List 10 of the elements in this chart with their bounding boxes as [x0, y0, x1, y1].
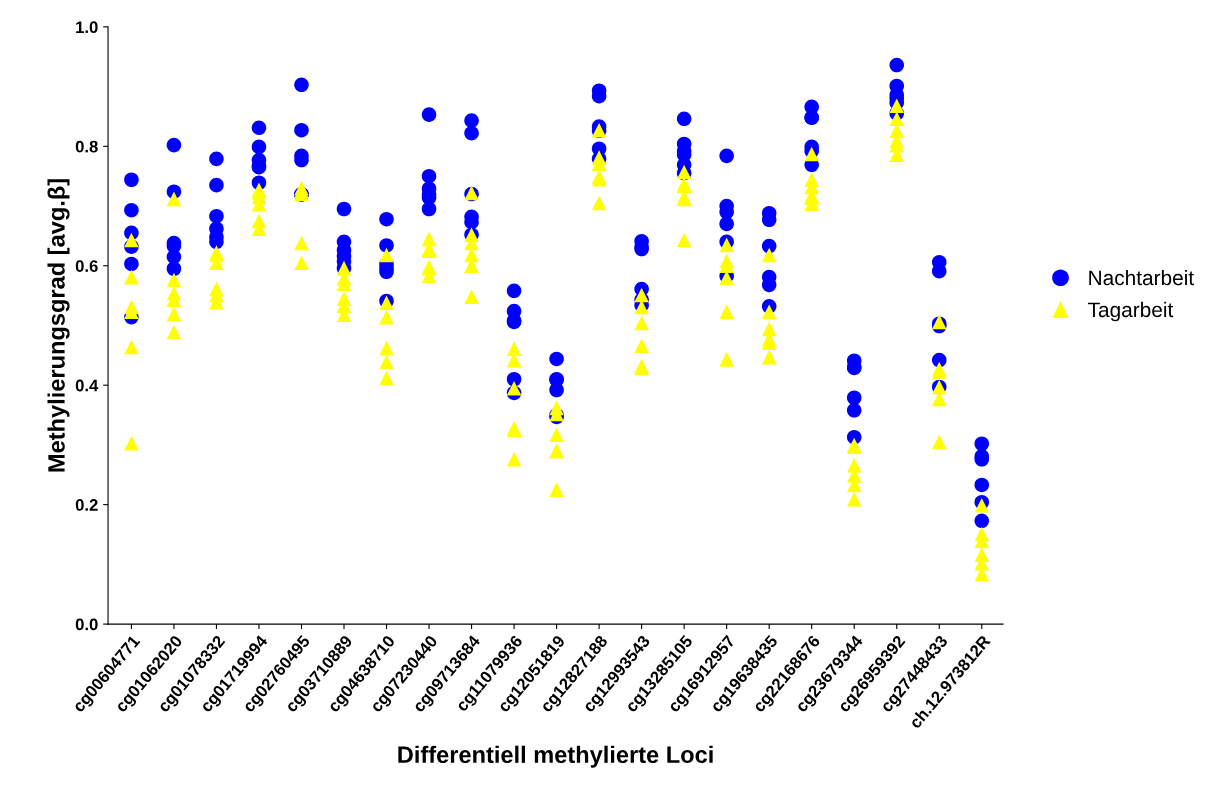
y-tick-label: 0.8: [75, 140, 98, 153]
legend-label: Nachtarbeit: [1089, 269, 1194, 286]
legend-label: Tagarbeit: [1088, 301, 1174, 322]
y-tick-label: 1.0: [76, 21, 98, 34]
x-axis-title: Differentiell methylierte Loci: [398, 745, 713, 768]
y-tick-label: 0.0: [75, 618, 98, 631]
y-axis-title: Methylierungsgrad [avg.β]: [47, 179, 70, 472]
y-tick-label: 0.6: [75, 260, 98, 272]
y-tick-label: 0.4: [75, 379, 99, 392]
y-tick-label: 0.2: [75, 499, 98, 511]
